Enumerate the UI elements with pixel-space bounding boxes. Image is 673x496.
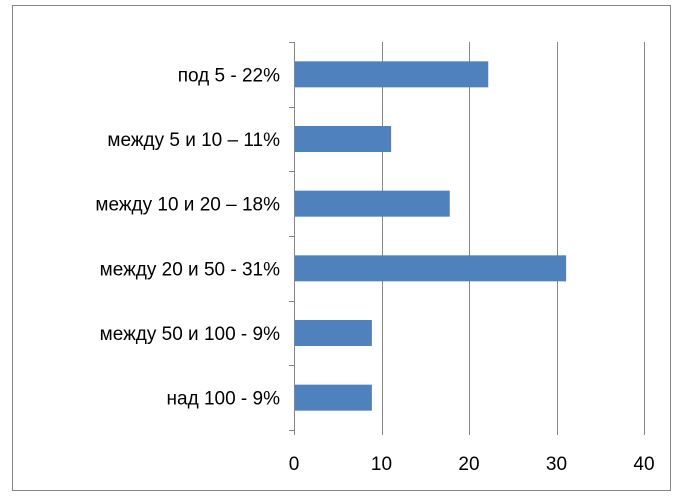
x-tick-label: 40 (633, 454, 654, 475)
x-tick-label: 10 (371, 454, 392, 475)
category-label: под 5 - 22% (178, 65, 280, 86)
category-label: между 10 и 20 – 18% (95, 195, 280, 216)
bar (295, 190, 450, 217)
category-label: над 100 - 9% (167, 389, 281, 410)
gridlines (382, 42, 645, 430)
x-tick-label: 30 (546, 454, 567, 475)
labels: под 5 - 22% между 5 и 10 – 11% между 10 и … (95, 65, 654, 475)
x-tick-label: 20 (458, 454, 479, 475)
axes (289, 42, 645, 435)
bar (295, 384, 372, 411)
bar (295, 320, 372, 346)
x-tick-label: 0 (289, 454, 300, 475)
bar (295, 126, 392, 152)
bar (295, 255, 567, 282)
category-label: между 5 и 10 – 11% (107, 130, 280, 151)
category-label: между 20 и 50 - 31% (100, 259, 280, 280)
bar (295, 61, 489, 88)
category-label: между 50 и 100 - 9% (100, 324, 280, 345)
bars (295, 61, 567, 411)
